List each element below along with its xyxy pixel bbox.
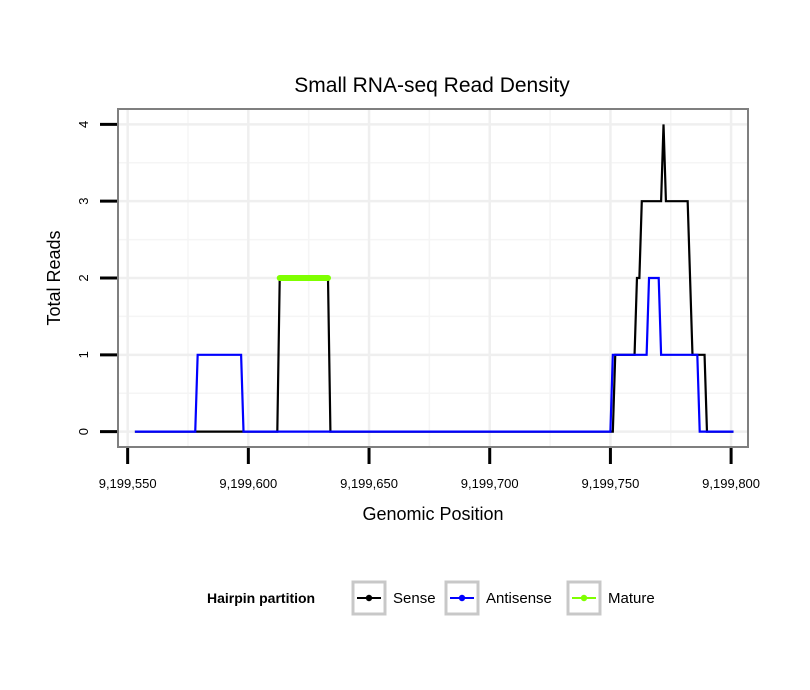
legend-key-point — [580, 594, 588, 602]
x-tick-label: 9,199,600 — [219, 476, 277, 491]
legend-key-point — [458, 594, 466, 602]
series-line-sense — [134, 124, 734, 433]
x-tick-label: 9,199,550 — [99, 476, 157, 491]
x-tick-label: 9,199,750 — [581, 476, 639, 491]
x-axis: 9,199,550 9,199,600 9,199,650 9,199,700 9,19… — [99, 448, 760, 491]
legend-label-antisense: Antisense — [486, 590, 552, 607]
x-tick-label: 9,199,800 — [702, 476, 760, 491]
x-axis-title: Genomic Position — [362, 504, 503, 524]
legend-entries: Sense Antisense Mature — [351, 580, 655, 616]
y-tick-label: 2 — [76, 274, 91, 281]
legend-label-mature: Mature — [608, 590, 655, 607]
y-axis: 0 1 2 3 4 — [76, 121, 117, 435]
y-tick-label: 0 — [76, 428, 91, 435]
x-tick-label: 9,199,700 — [461, 476, 519, 491]
legend: Hairpin partition Sense Antisense Mature — [207, 580, 655, 616]
plot-panel — [117, 108, 749, 448]
y-tick-label: 4 — [76, 121, 91, 128]
series-line-antisense — [134, 276, 734, 433]
panel-border — [117, 108, 749, 448]
x-tick-label: 9,199,650 — [340, 476, 398, 491]
y-tick-label: 1 — [76, 351, 91, 358]
y-tick-label: 3 — [76, 198, 91, 205]
legend-key-point — [365, 594, 373, 602]
y-axis-title: Total Reads — [44, 230, 64, 325]
legend-label-sense: Sense — [393, 590, 436, 607]
series-layer — [134, 124, 734, 433]
legend-title: Hairpin partition — [207, 590, 315, 606]
chart-title: Small RNA-seq Read Density — [294, 74, 570, 97]
